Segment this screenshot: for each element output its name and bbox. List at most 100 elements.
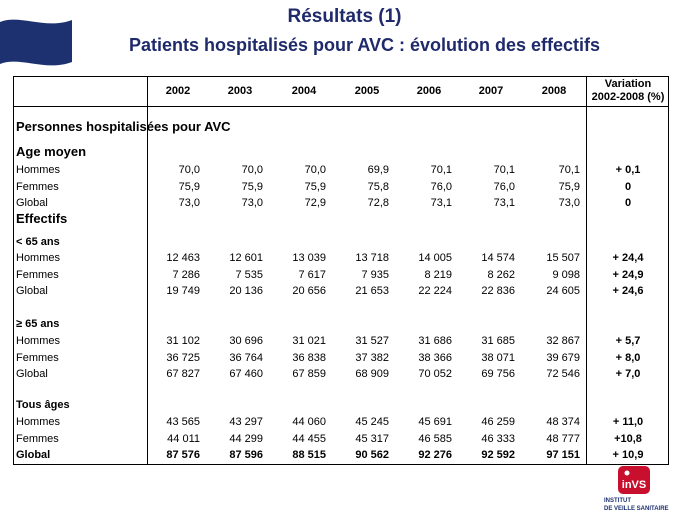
cell-value: 75,9 [558,180,580,193]
flag-logo-graphic [0,19,72,66]
cell-value: 75,8 [367,180,389,193]
column-divider [586,77,587,464]
variation-value: + 8,0 [615,351,641,364]
cell-value: 14 005 [418,252,452,264]
cell-value: 44 455 [292,432,326,445]
cell-value: 70,1 [430,164,452,176]
year-header: 2007 [478,85,504,97]
cell-value: 45 691 [418,416,452,428]
cell-value: 30 696 [229,335,263,347]
year-header: 2004 [291,85,317,97]
cell-value: 72 546 [546,368,580,380]
cell-value: 9 098 [552,268,580,281]
cell-value: 7 535 [235,268,263,281]
cell-value: 76,0 [493,180,515,193]
year-header: 2003 [227,85,253,97]
cell-value: 15 507 [546,252,580,264]
cell-value: 36 764 [229,351,263,364]
cell-value: 22 224 [418,285,452,297]
all-ages-label: Tous âges [16,399,70,411]
cell-value: 44 011 [167,432,200,445]
variation-value: + 11,0 [612,416,644,428]
cell-value: 75,9 [241,180,263,193]
svg-text:INSTITUT: INSTITUT [604,498,631,504]
cell-value: 21 653 [355,285,389,297]
table-row: Femmes 7 286 7 535 7 617 7 935 8 219 8 262 9 09… [14,268,670,282]
cell-value: 38 366 [418,351,452,364]
cell-value: 73,0 [241,197,263,209]
cell-value: 48 777 [546,432,580,445]
age-section-title: Age moyen [16,144,87,159]
year-header: 2002 [165,85,191,97]
row-label: Global [16,197,48,209]
table-row: Femmes 75,9 75,9 75,9 75,8 76,0 76,0 75,9 0 [14,180,670,194]
cell-value: 48 374 [546,416,580,428]
cell-value: 13 039 [292,252,326,264]
cell-value: 31 021 [292,335,326,347]
cell-value: 20 136 [229,285,263,297]
row-label: Femmes [16,351,59,364]
variation-value: + 5,7 [615,335,641,347]
cell-value: 36 838 [292,351,326,364]
cell-value: 12 463 [166,252,200,264]
variation-value: + 24,9 [612,268,644,281]
lt65-label: < 65 ans [16,236,60,248]
cell-value: 14 574 [481,252,515,264]
cell-value: 92 276 [418,449,452,461]
cell-value: 37 382 [355,351,389,364]
cell-value: 73,0 [178,197,200,209]
column-divider [147,77,148,464]
cell-value: 73,1 [493,197,515,209]
cell-value: 44 299 [229,432,263,445]
row-label: Global [16,285,48,297]
cell-value: 68 909 [355,368,389,380]
cell-value: 24 605 [546,285,580,297]
cell-value: 67 460 [229,368,263,380]
cell-value: 32 867 [546,335,580,347]
cell-value: 70,1 [558,164,580,176]
row-label: Hommes [16,164,61,176]
section-title: Personnes hospitalisées pour AVC [16,119,231,134]
cell-value: 73,1 [430,197,452,209]
page-subtitle: Patients hospitalisés pour AVC : évoluti… [128,35,601,55]
variation-value: + 10,9 [612,449,644,461]
row-label: Femmes [16,432,59,445]
data-table: 2002 2003 2004 2005 2006 2007 2008 Variation 2… [13,76,669,465]
cell-value: 45 317 [355,432,389,445]
cell-value: 76,0 [430,180,452,193]
variation-value: 0 [624,197,632,209]
cell-value: 31 527 [355,335,389,347]
cell-value: 31 102 [166,335,200,347]
table-row: Femmes 36 725 36 764 36 838 37 382 38 366 38 0… [14,351,670,365]
cell-value: 22 836 [481,285,515,297]
ge65-label: ≥ 65 ans [16,318,60,330]
cell-value: 7 617 [298,268,326,281]
variation-value: +10,8 [614,432,642,445]
variation-value: 0 [624,180,632,193]
cell-value: 70,0 [178,164,200,176]
page-title: Résultats (1) [287,6,402,27]
cell-value: 20 656 [292,285,326,297]
table-row: Global 67 827 67 460 67 859 68 909 70 052 69 7… [14,367,670,381]
variation-header-line1: Variation [604,78,652,90]
cell-value: 46 585 [418,432,452,445]
cell-value: 44 060 [292,416,326,428]
variation-value: + 7,0 [615,368,641,380]
table-row: Global 19 749 20 136 20 656 21 653 22 224 22 8… [14,284,670,298]
cell-value: 87 576 [166,449,200,461]
cell-value: 88 515 [292,449,326,461]
invs-logo-graphic: inVS INSTITUT DE VEILLE SANITAIRE [604,466,669,512]
cell-value: 7 286 [172,268,200,281]
cell-value: 7 935 [361,268,389,281]
cell-value: 67 859 [292,368,326,380]
cell-value: 69 756 [481,368,515,380]
table-row: Femmes 44 011 44 299 44 455 45 317 46 585 46 3… [14,432,670,446]
invs-logo: inVS INSTITUT DE VEILLE SANITAIRE [596,464,682,514]
cell-value: 8 262 [487,268,515,281]
cell-value: 90 562 [355,449,389,461]
header-divider [14,106,668,107]
cell-value: 72,8 [367,197,389,209]
cell-value: 38 071 [481,351,515,364]
cell-value: 75,9 [178,180,200,193]
row-label: Femmes [16,180,59,193]
